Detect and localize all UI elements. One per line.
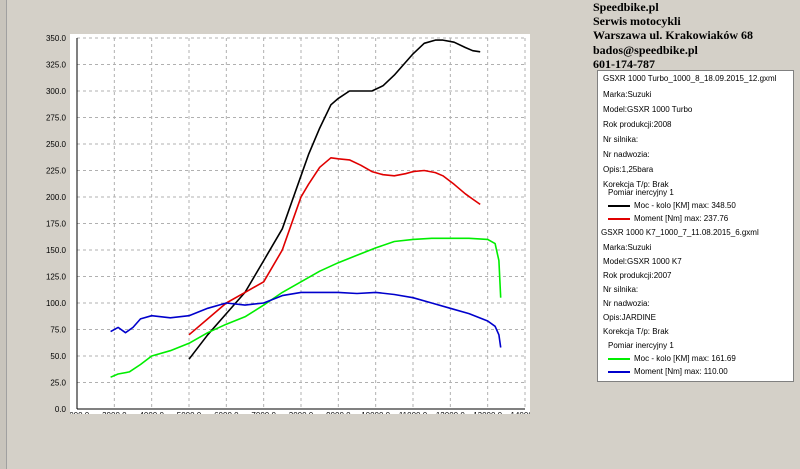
series-line	[110, 237, 502, 378]
y-tick-label: 275.0	[46, 114, 67, 123]
y-tick-label: 300.0	[46, 87, 67, 96]
legend-swatch-green	[608, 357, 630, 360]
y-tick-label: 75.0	[50, 326, 66, 335]
series-line	[110, 291, 502, 348]
legend-label: Moment [Nm] max: 237.76	[634, 214, 729, 223]
x-tick-label: 11000.0	[399, 411, 428, 414]
x-tick-label: 5000.0	[177, 411, 202, 414]
run2-nadwozie: Nr nadwozia:	[603, 299, 650, 308]
y-tick-label: 250.0	[46, 140, 67, 149]
legend-entry-run2-power: Moc - kolo [KM] max: 161.69	[608, 354, 736, 364]
y-tick-label: 100.0	[46, 299, 67, 308]
legend-panel: GSXR 1000 Turbo_1000_8_18.09.2015_12.gxm…	[597, 70, 794, 382]
y-tick-label: 150.0	[46, 246, 67, 255]
run1-nadwozie: Nr nadwozia:	[603, 150, 650, 159]
x-tick-label: 3000.0	[102, 411, 127, 414]
run2-pomiar: Pomiar inercyjny 1	[608, 341, 674, 350]
run1-rok: Rok produkcji:2008	[603, 120, 672, 129]
y-tick-label: 125.0	[46, 273, 67, 282]
legend-swatch-black	[608, 204, 630, 207]
run1-korekcja: Korekcja T/p: Brak	[603, 180, 669, 189]
y-tick-label: 25.0	[50, 379, 66, 388]
x-tick-label: 9000.0	[326, 411, 351, 414]
y-tick-label: 50.0	[50, 352, 66, 361]
plot-area: 2000.0 3000.0 4000.0 5000.0 6000.0 7000.0 3000…	[70, 34, 530, 414]
x-tick-label: 12000.0	[436, 411, 465, 414]
legend-entry-run1-power: Moc - kolo [KM] max: 348.50	[608, 201, 736, 211]
y-tick-label: 225.0	[46, 167, 67, 176]
legend-swatch-blue	[608, 370, 630, 373]
y-tick-label: 200.0	[46, 193, 67, 202]
shop-name: Speedbike.pl	[593, 0, 659, 14]
x-tick-label: 6000.0	[214, 411, 239, 414]
y-tick-label: 350.0	[46, 34, 67, 43]
legend-entry-run1-torque: Moment [Nm] max: 237.76	[608, 214, 728, 224]
run1-model: Model:GSXR 1000 Turbo	[603, 105, 693, 114]
y-tick-labels: 0.0 25.0 50.0 75.0 100.0 125.0 150.0 175.0 200.0…	[46, 34, 67, 414]
run1-pomiar: Pomiar inercyjny 1	[608, 188, 674, 197]
run1-file: GSXR 1000 Turbo_1000_8_18.09.2015_12.gxm…	[603, 74, 777, 83]
run1-silnik: Nr silnika:	[603, 135, 639, 144]
y-tick-label: 175.0	[46, 220, 67, 229]
legend-label: Moment [Nm] max: 110.00	[634, 367, 728, 376]
shop-address: Warszawa ul. Krakowiaków 68	[593, 28, 754, 43]
x-tick-label: 10000.0	[361, 411, 390, 414]
x-tick-label: 13000.0	[473, 411, 502, 414]
run2-korekcja: Korekcja T/p: Brak	[603, 327, 669, 336]
series-line	[188, 39, 481, 360]
run2-silnik: Nr silnika:	[603, 285, 639, 294]
window-left-edge	[0, 0, 7, 469]
y-tick-label: 325.0	[46, 61, 67, 70]
legend-label: Moc - kolo [KM] max: 161.69	[634, 354, 736, 363]
legend-swatch-red	[608, 217, 630, 220]
x-tick-label: 14000.0	[511, 411, 530, 414]
x-tick-label: 2000.0	[70, 411, 90, 414]
x-tick-label: 7000.0	[251, 411, 276, 414]
run2-marka: Marka:Suzuki	[603, 243, 652, 252]
shop-header: Speedbike.pl Serwis motocykli Warszawa u…	[593, 0, 798, 71]
shop-phone: 601-174-787	[593, 56, 655, 71]
y-tick-label: 0.0	[55, 405, 67, 414]
shop-tagline: Serwis motocykli	[593, 14, 681, 29]
shop-email: bados@speedbike.pl	[593, 42, 698, 57]
run2-opis: Opis:JARDINE	[603, 313, 656, 322]
legend-label: Moc - kolo [KM] max: 348.50	[634, 201, 736, 210]
run1-marka: Marka:Suzuki	[603, 90, 652, 99]
run2-rok: Rok produkcji:2007	[603, 271, 672, 280]
x-tick-label: 3000.0	[289, 411, 314, 414]
series-line	[188, 157, 481, 336]
run2-file: GSXR 1000 K7_1000_7_11.08.2015_6.gxml	[601, 228, 759, 237]
x-tick-label: 4000.0	[139, 411, 164, 414]
run1-opis: Opis:1,25bara	[603, 165, 654, 174]
dyno-chart: 2000.0 3000.0 4000.0 5000.0 6000.0 7000.0 3000…	[70, 37, 530, 414]
run2-model: Model:GSXR 1000 K7	[603, 257, 682, 266]
legend-entry-run2-torque: Moment [Nm] max: 110.00	[608, 367, 728, 377]
